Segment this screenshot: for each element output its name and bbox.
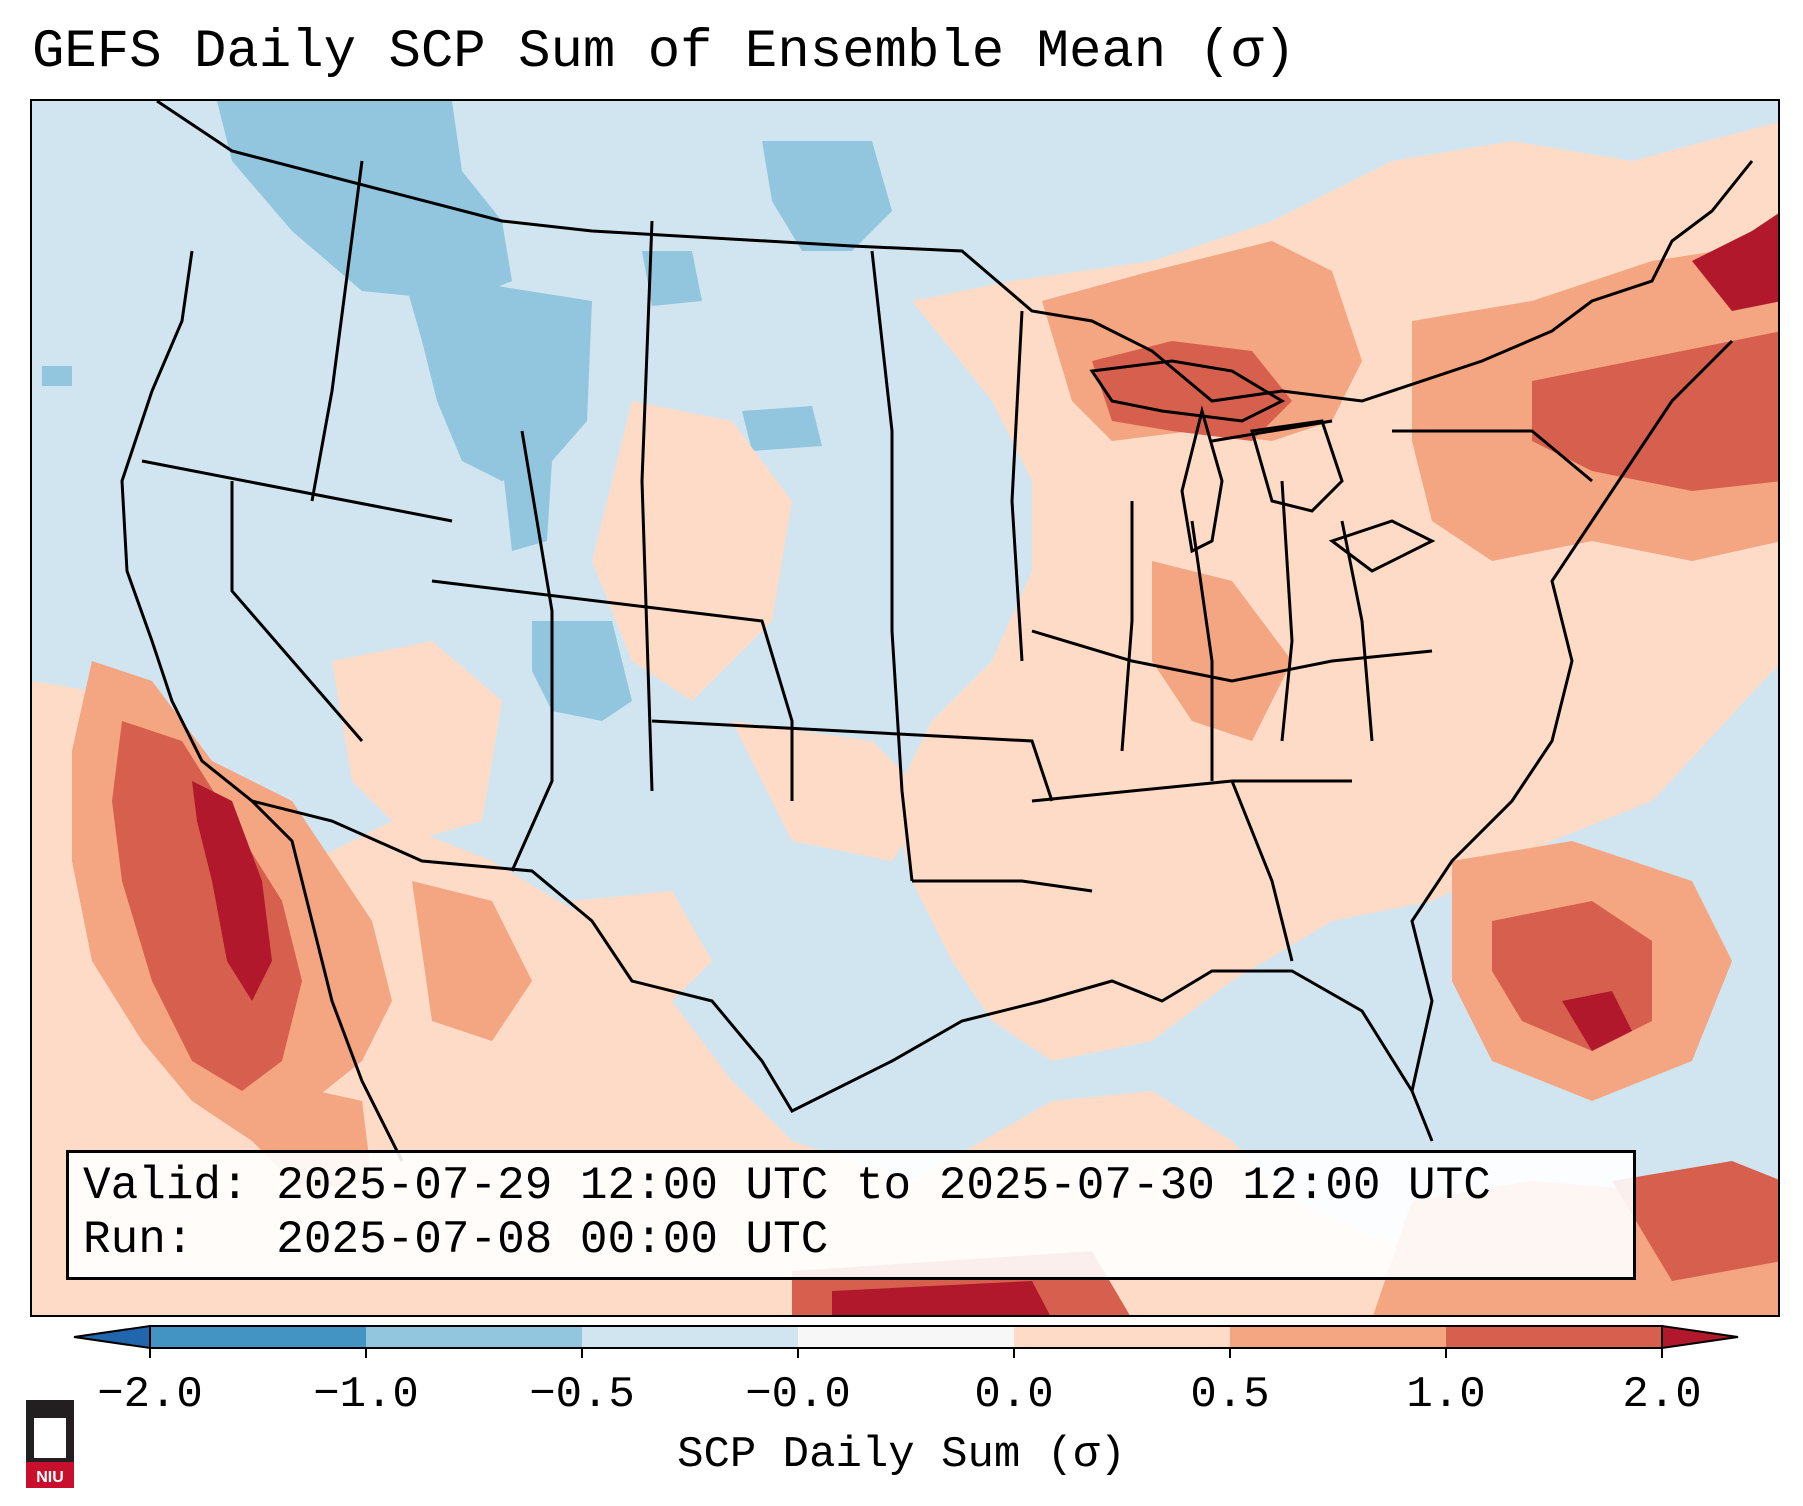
colorbar-tick-label: −1.0 bbox=[313, 1370, 419, 1420]
colorbar-tick-label: −0.5 bbox=[529, 1370, 635, 1420]
colorbar-tick-label: 0.5 bbox=[1190, 1370, 1269, 1420]
run-label: Run: bbox=[83, 1214, 194, 1266]
colorbar-extend-high bbox=[1661, 1324, 1739, 1350]
logo-text: NIU bbox=[36, 1469, 64, 1486]
logo-window-shape bbox=[34, 1418, 66, 1458]
niu-logo: NIU bbox=[26, 1400, 74, 1488]
colorbar-segment bbox=[798, 1326, 1015, 1348]
colorbar-tick-label: 2.0 bbox=[1622, 1370, 1701, 1420]
colorbar-tick-label: 1.0 bbox=[1406, 1370, 1485, 1420]
colorbar-tick-label: −2.0 bbox=[97, 1370, 203, 1420]
map-panel bbox=[30, 99, 1780, 1317]
colorbar-segment bbox=[366, 1326, 583, 1348]
positive-anomaly-strong bbox=[112, 331, 1778, 1315]
colorbar-label: SCP Daily Sum (σ) bbox=[677, 1430, 1126, 1480]
colorbar-outline bbox=[149, 1325, 1663, 1349]
map-canvas bbox=[32, 101, 1778, 1315]
valid-label: Valid: bbox=[83, 1160, 249, 1212]
great-lakes bbox=[1089, 359, 1436, 573]
colorbar-segment bbox=[582, 1326, 799, 1348]
positive-anomaly-extreme bbox=[192, 213, 1778, 1315]
colorbar-tick-label: 0.0 bbox=[974, 1370, 1053, 1420]
page-title: GEFS Daily SCP Sum of Ensemble Mean (σ) bbox=[32, 22, 1296, 83]
validity-info-box: Valid: 2025-07-29 12:00 UTC to 2025-07-3… bbox=[66, 1150, 1636, 1280]
colorbar-segment bbox=[1446, 1326, 1663, 1348]
negative-anomaly-areas bbox=[42, 101, 892, 721]
run-time: 2025-07-08 00:00 UTC bbox=[276, 1214, 829, 1266]
colorbar-extend-low bbox=[73, 1324, 151, 1350]
colorbar-tick-label: −0.0 bbox=[745, 1370, 851, 1420]
logo-banner-shape bbox=[26, 1462, 74, 1488]
colorbar: −2.0 −1.0 −0.5 −0.0 0.0 0.5 1.0 2.0 bbox=[73, 1324, 1739, 1420]
colorbar-segment bbox=[150, 1326, 367, 1348]
colorbar-segment bbox=[1014, 1326, 1231, 1348]
valid-time-range: 2025-07-29 12:00 UTC to 2025-07-30 12:00… bbox=[276, 1160, 1491, 1212]
colorbar-segment bbox=[1230, 1326, 1447, 1348]
state-boundaries bbox=[120, 101, 1754, 1162]
